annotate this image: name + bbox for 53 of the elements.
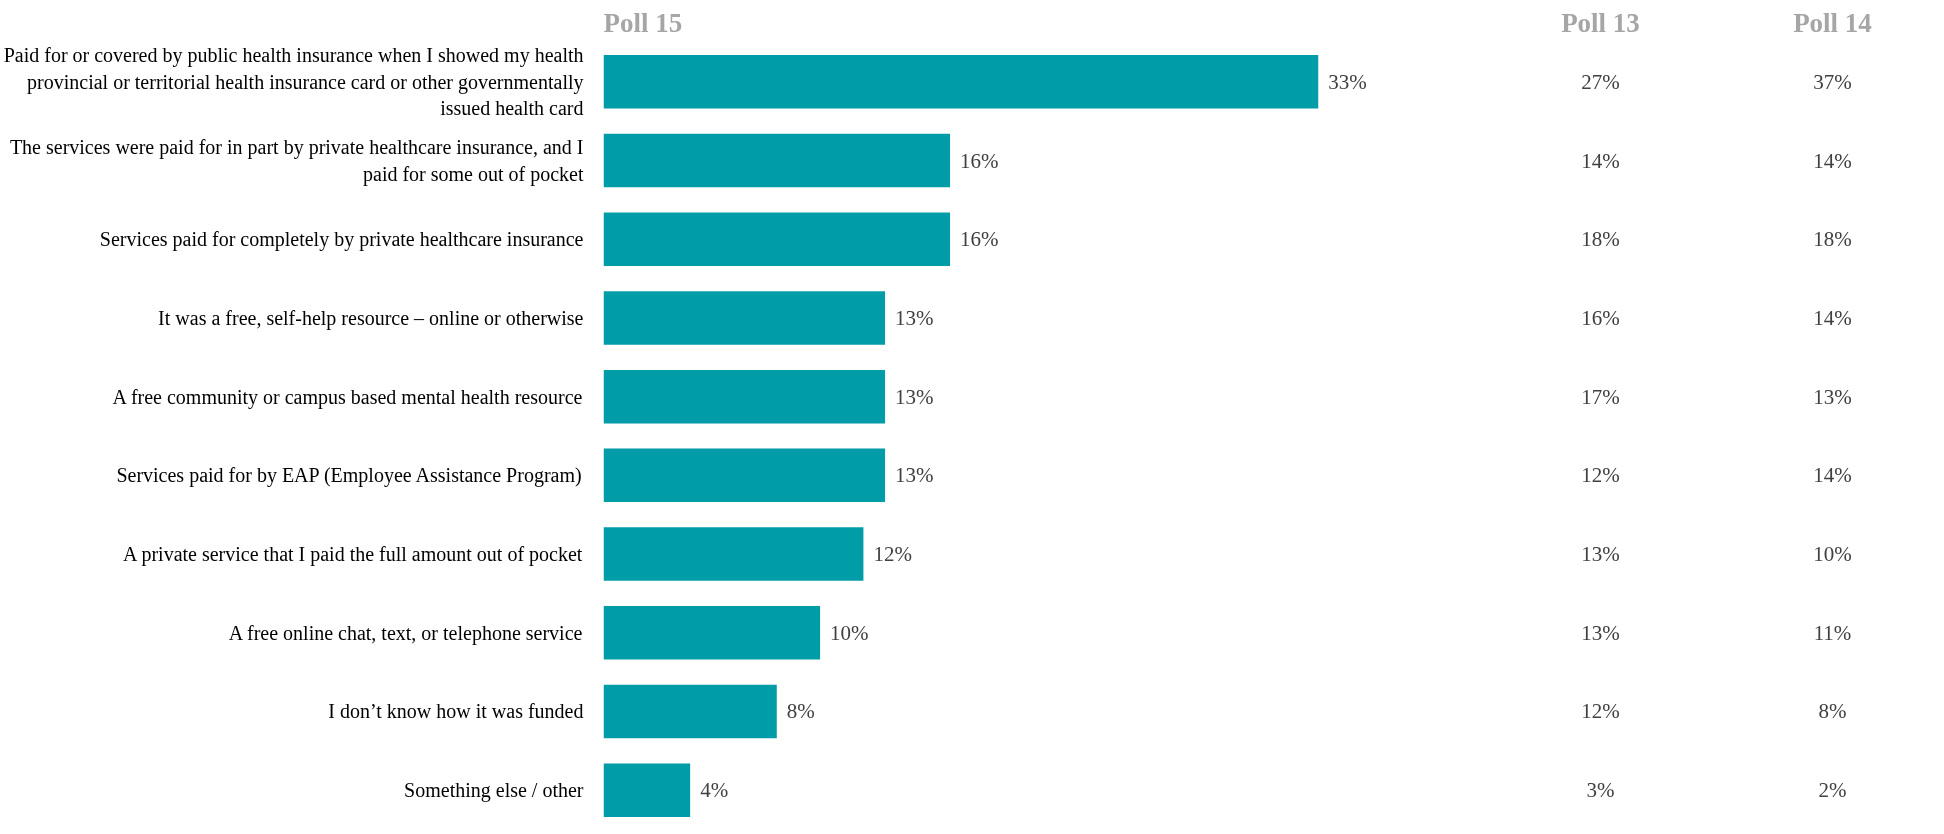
text: 2% — [1818, 778, 1847, 803]
text: 14% — [1813, 463, 1852, 488]
text: 10% — [1813, 542, 1852, 567]
bar — [603, 55, 1319, 109]
text: 13% — [1581, 542, 1620, 567]
data-label: 13% — [895, 305, 934, 330]
text: 17% — [1581, 384, 1620, 409]
data-label: 4% — [700, 778, 729, 803]
y-tick-label: A free community or campus based mental health resource — [112, 385, 583, 409]
data-label: 16% — [960, 148, 999, 173]
y-tick-label: Services paid for by EAP (Employee Assistance Program) — [116, 464, 582, 488]
y-tick-label: I don’t know how it was funded — [328, 700, 584, 723]
text: 12% — [1581, 699, 1620, 724]
bar — [603, 763, 691, 817]
text: 13% — [1813, 384, 1852, 409]
y-tick-label: Something else / other — [404, 779, 584, 803]
text: 3% — [1586, 778, 1615, 803]
data-label: 33% — [1328, 69, 1367, 94]
text: 14% — [1581, 148, 1620, 173]
text: Poll 13 — [1561, 7, 1640, 38]
bar — [603, 291, 886, 345]
text: 27% — [1581, 69, 1620, 94]
bar — [603, 133, 951, 188]
data-label: 13% — [895, 384, 934, 409]
y-tick-label: A free online chat, text, or telephone service — [228, 621, 583, 645]
text: 14% — [1813, 305, 1852, 330]
bar — [603, 684, 777, 739]
y-tick-label: Services paid for completely by private healthcare insurance — [99, 228, 584, 252]
text: 16% — [1581, 305, 1620, 330]
text: 13% — [1581, 620, 1620, 645]
chart-title: Poll 15 — [603, 7, 683, 38]
text: Poll 14 — [1793, 7, 1872, 38]
y-tick-label: A private service that I paid the full amount out of pocket — [123, 543, 583, 567]
data-label: 13% — [895, 463, 934, 488]
data-label: 12% — [873, 542, 912, 567]
text: 18% — [1813, 227, 1852, 252]
text: 12% — [1581, 463, 1620, 488]
text: 37% — [1813, 69, 1852, 94]
bar — [603, 448, 886, 503]
text: 14% — [1813, 148, 1852, 173]
text: 18% — [1581, 227, 1620, 252]
data-label: 8% — [786, 699, 815, 724]
y-tick-label: The services were paid for in part by private healthcare insurance, and I paid for some out of pocket — [9, 136, 584, 186]
bar — [603, 212, 951, 267]
bar — [603, 527, 864, 581]
y-tick-label: It was a free, self-help resource – online or otherwise — [158, 306, 584, 330]
bar — [603, 605, 821, 660]
text: 11% — [1813, 620, 1852, 645]
bar — [603, 369, 886, 424]
y-tick-label: Paid for or covered by public health insurance when I showed my health provincial or territorial health insurance card or other governmentally issued health card — [3, 44, 584, 120]
text: 8% — [1818, 699, 1847, 724]
data-label: 16% — [960, 227, 999, 252]
data-label: 10% — [830, 620, 869, 645]
